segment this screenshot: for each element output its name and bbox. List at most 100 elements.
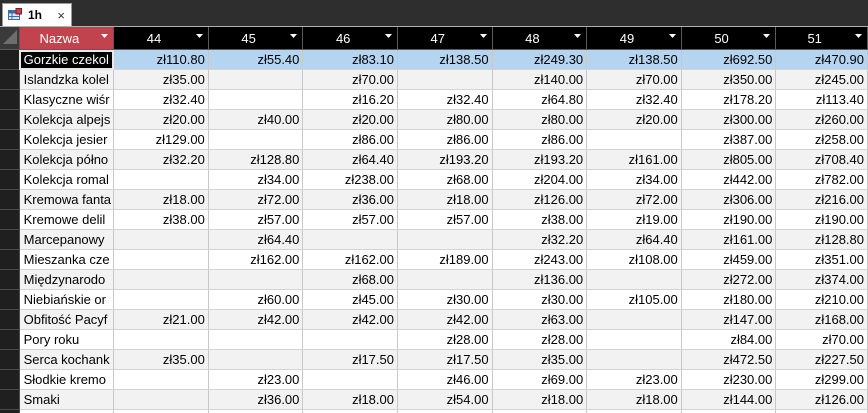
cell-nazwa[interactable]: Kolekcja romal xyxy=(19,169,115,190)
cell-week-48[interactable]: zł18.00 xyxy=(492,389,588,410)
cell-week-44[interactable] xyxy=(113,249,209,270)
cell-week-49[interactable]: zł18.00 xyxy=(586,389,682,410)
column-header-nazwa[interactable]: Nazwa xyxy=(19,27,115,50)
cell-week-49[interactable] xyxy=(586,409,682,413)
row-selector[interactable] xyxy=(0,109,20,130)
cell-week-45[interactable] xyxy=(208,269,304,290)
cell-week-47[interactable]: zł189.00 xyxy=(397,249,493,270)
cell-nazwa[interactable]: Serca kochank xyxy=(19,349,115,370)
cell-week-45[interactable]: zł72.00 xyxy=(208,189,304,210)
cell-week-45[interactable] xyxy=(208,129,304,150)
cell-week-47[interactable]: zł193.20 xyxy=(397,149,493,170)
cell-nazwa[interactable]: Kremowa fanta xyxy=(19,189,115,210)
cell-week-51[interactable]: zł258.00 xyxy=(775,129,868,150)
cell-week-45[interactable]: zł23.00 xyxy=(208,369,304,390)
cell-week-47[interactable]: zł18.00 xyxy=(397,189,493,210)
cell-week-48[interactable]: zł32.20 xyxy=(492,229,588,250)
dropdown-arrow-icon[interactable] xyxy=(855,34,862,38)
cell-week-51[interactable]: zł190.00 xyxy=(775,209,868,230)
cell-week-50[interactable]: zł180.00 xyxy=(681,289,777,310)
cell-week-50[interactable]: zł692.50 xyxy=(681,49,777,70)
cell-week-44[interactable]: zł20.00 xyxy=(113,109,209,130)
cell-week-46[interactable]: zł162.00 xyxy=(302,249,398,270)
cell-week-49[interactable]: zł70.00 xyxy=(586,69,682,90)
cell-week-47[interactable]: zł86.00 xyxy=(397,129,493,150)
cell-week-50[interactable]: zł190.00 xyxy=(681,209,777,230)
cell-week-50[interactable]: zł300.00 xyxy=(681,109,777,130)
cell-week-45[interactable]: zł40.00 xyxy=(208,109,304,130)
table-row[interactable]: Kremowe delil zł38.00 zł57.00 zł57.00 zł57.0… xyxy=(0,209,868,230)
cell-nazwa[interactable]: Smaki xyxy=(19,389,115,410)
cell-week-45[interactable] xyxy=(208,349,304,370)
table-row[interactable]: Islandzka kolel zł35.00 zł70.00 zł140.00 zł7… xyxy=(0,69,868,90)
cell-week-48[interactable]: zł38.00 xyxy=(492,209,588,230)
cell-nazwa[interactable]: Mieszanka cze xyxy=(19,249,115,270)
cell-week-45[interactable]: zł128.80 xyxy=(208,149,304,170)
table-row[interactable]: Pory roku zł28.00 zł28.00 zł84.00 zł70.00 xyxy=(0,329,868,350)
column-header-48[interactable]: 48 xyxy=(492,27,588,50)
row-selector[interactable] xyxy=(0,69,20,90)
cell-week-48[interactable]: zł243.00 xyxy=(492,249,588,270)
cell-week-47[interactable]: zł17.50 xyxy=(397,349,493,370)
row-selector[interactable] xyxy=(0,369,20,390)
cell-week-48[interactable]: zł28.00 xyxy=(492,329,588,350)
cell-week-44[interactable]: zł38.00 xyxy=(113,209,209,230)
cell-week-45[interactable] xyxy=(208,329,304,350)
cell-week-44[interactable]: zł35.00 xyxy=(113,69,209,90)
cell-week-46[interactable]: zł36.00 xyxy=(302,189,398,210)
cell-week-44[interactable]: zł18.00 xyxy=(113,189,209,210)
cell-week-48[interactable]: zł64.80 xyxy=(492,89,588,110)
row-selector[interactable] xyxy=(0,229,20,250)
cell-week-45[interactable]: zł36.00 xyxy=(208,389,304,410)
cell-week-44[interactable] xyxy=(113,169,209,190)
cell-nazwa[interactable]: Kolekcja alpejs xyxy=(19,109,115,130)
cell-week-44[interactable]: zł21.00 xyxy=(113,309,209,330)
cell-week-44[interactable] xyxy=(113,329,209,350)
cell-nazwa[interactable]: Międzynarodo xyxy=(19,269,115,290)
cell-week-48[interactable]: zł204.00 xyxy=(492,169,588,190)
cell-week-49[interactable] xyxy=(586,309,682,330)
cell-week-49[interactable]: zł23.00 xyxy=(586,369,682,390)
cell-week-48[interactable]: zł140.00 xyxy=(492,69,588,90)
column-header-49[interactable]: 49 xyxy=(586,27,682,50)
cell-week-49[interactable]: zł108.00 xyxy=(586,249,682,270)
table-row[interactable]: Klasyczne wiśr zł32.40 zł16.20 zł32.40 zł64.… xyxy=(0,89,868,110)
dropdown-arrow-icon[interactable] xyxy=(290,34,298,38)
cell-week-46[interactable]: zł20.00 xyxy=(302,109,398,130)
cell-nazwa[interactable]: Kolekcja półno xyxy=(19,149,115,170)
cell-nazwa[interactable]: Klasyczne wiśr xyxy=(19,89,115,110)
cell-week-49[interactable]: zł72.00 xyxy=(586,189,682,210)
row-selector[interactable] xyxy=(0,209,20,230)
cell-week-44[interactable] xyxy=(113,289,209,310)
cell-week-48[interactable]: zł193.20 xyxy=(492,149,588,170)
cell-week-45[interactable]: zł57.00 xyxy=(208,209,304,230)
cell-week-50[interactable]: zł144.00 xyxy=(681,389,777,410)
tab-1h[interactable]: 1h × xyxy=(2,3,72,26)
row-selector[interactable] xyxy=(0,89,20,110)
row-selector[interactable] xyxy=(0,269,20,290)
cell-week-49[interactable] xyxy=(586,129,682,150)
cell-week-45[interactable] xyxy=(208,69,304,90)
cell-week-47[interactable]: zł138.50 xyxy=(397,49,493,70)
column-header-46[interactable]: 46 xyxy=(302,27,398,50)
row-selector[interactable] xyxy=(0,169,20,190)
table-row[interactable]: Niebiańskie or zł60.00 zł45.00 zł30.00 zł30.… xyxy=(0,289,868,310)
table-row[interactable]: Międzynarodo zł68.00 zł136.00 zł272.00 zł374… xyxy=(0,269,868,290)
cell-week-46[interactable]: zł238.00 xyxy=(302,169,398,190)
table-row[interactable]: Obfitość Pacyf zł21.00 zł42.00 zł42.00 zł42.… xyxy=(0,309,868,330)
cell-week-46[interactable]: zł42.00 xyxy=(302,309,398,330)
cell-week-44[interactable]: zł32.20 xyxy=(113,149,209,170)
cell-week-48[interactable]: zł80.00 xyxy=(492,109,588,130)
cell-week-47[interactable]: zł57.00 xyxy=(397,209,493,230)
cell-week-45[interactable]: zł34.00 xyxy=(208,169,304,190)
cell-week-49[interactable]: zł34.00 xyxy=(586,169,682,190)
cell-week-47[interactable] xyxy=(397,269,493,290)
table-row[interactable]: Gorzkie czekol zł110.80 zł55.40 zł83.10 zł13… xyxy=(0,49,868,70)
cell-week-50[interactable]: zł472.50 xyxy=(681,349,777,370)
cell-week-50[interactable] xyxy=(681,409,777,413)
cell-week-50[interactable]: zł805.00 xyxy=(681,149,777,170)
datasheet-grid[interactable]: Nazwa 44 45 46 47 48 49 50 51 Gorzkie cz… xyxy=(0,27,868,413)
cell-week-50[interactable]: zł387.00 xyxy=(681,129,777,150)
cell-week-50[interactable]: zł306.00 xyxy=(681,189,777,210)
dropdown-arrow-icon[interactable] xyxy=(479,34,487,38)
